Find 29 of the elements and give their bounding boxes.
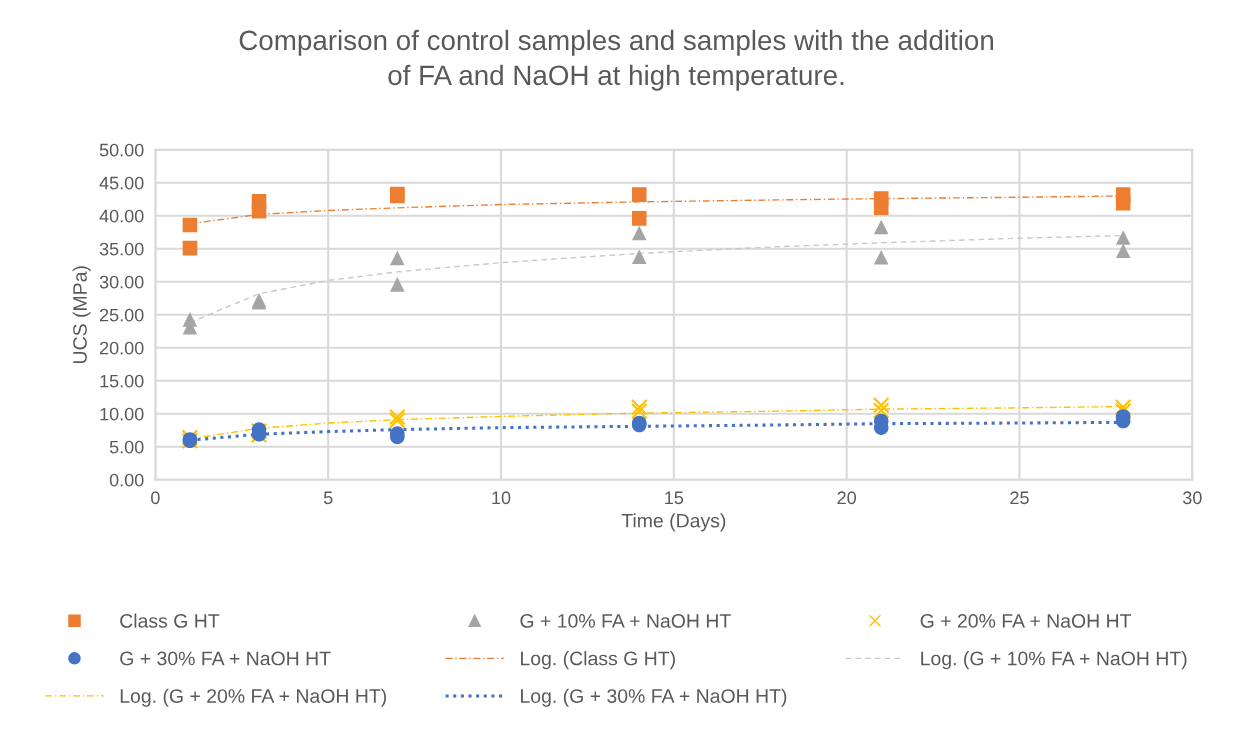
y-tick-label: 45.00	[99, 176, 144, 190]
legend-label: Log. (G + 20% FA + NaOH HT)	[120, 688, 387, 707]
y-tick-label: 40.00	[99, 209, 144, 223]
y-tick-label: 50.00	[99, 143, 144, 157]
x-tick-label: 0	[151, 491, 160, 505]
legend-label: Log. (Class G HT)	[521, 651, 675, 670]
chart-title: Comparison of control samples and samples with the addition of FA and NaOH at high temperature.	[239, 29, 993, 91]
y-axis-title: UCS (MPa)	[72, 266, 91, 363]
y-tick-label: 20.00	[99, 341, 144, 355]
x-tick-label: 20	[837, 491, 856, 505]
legend-label: Log. (G + 30% FA + NaOH HT)	[521, 688, 787, 707]
x-tick-label: 5	[323, 491, 333, 505]
x-tick-label: 15	[665, 491, 684, 505]
y-tick-label: 35.00	[99, 242, 144, 256]
y-tick-label: 5.00	[109, 440, 144, 454]
y-tick-label: 25.00	[99, 308, 144, 322]
x-tick-label: 10	[492, 491, 511, 505]
legend-label: G + 20% FA + NaOH HT	[920, 614, 1132, 628]
legend-label: G + 10% FA + NaOH HT	[520, 614, 731, 628]
y-tick-label: 0.00	[109, 473, 144, 487]
x-tick-label: 25	[1010, 491, 1029, 505]
x-axis-title: Time (Days)	[621, 513, 726, 532]
legend-label: Class G HT	[120, 613, 220, 628]
y-tick-label: 10.00	[100, 407, 144, 421]
y-tick-label: 30.00	[99, 275, 144, 289]
y-tick-label: 15.00	[100, 374, 144, 388]
legend-label: G + 30% FA + NaOH HT	[120, 651, 331, 666]
x-tick-label: 30	[1182, 491, 1202, 505]
legend-label: Log. (G + 10% FA + NaOH HT)	[921, 651, 1187, 670]
